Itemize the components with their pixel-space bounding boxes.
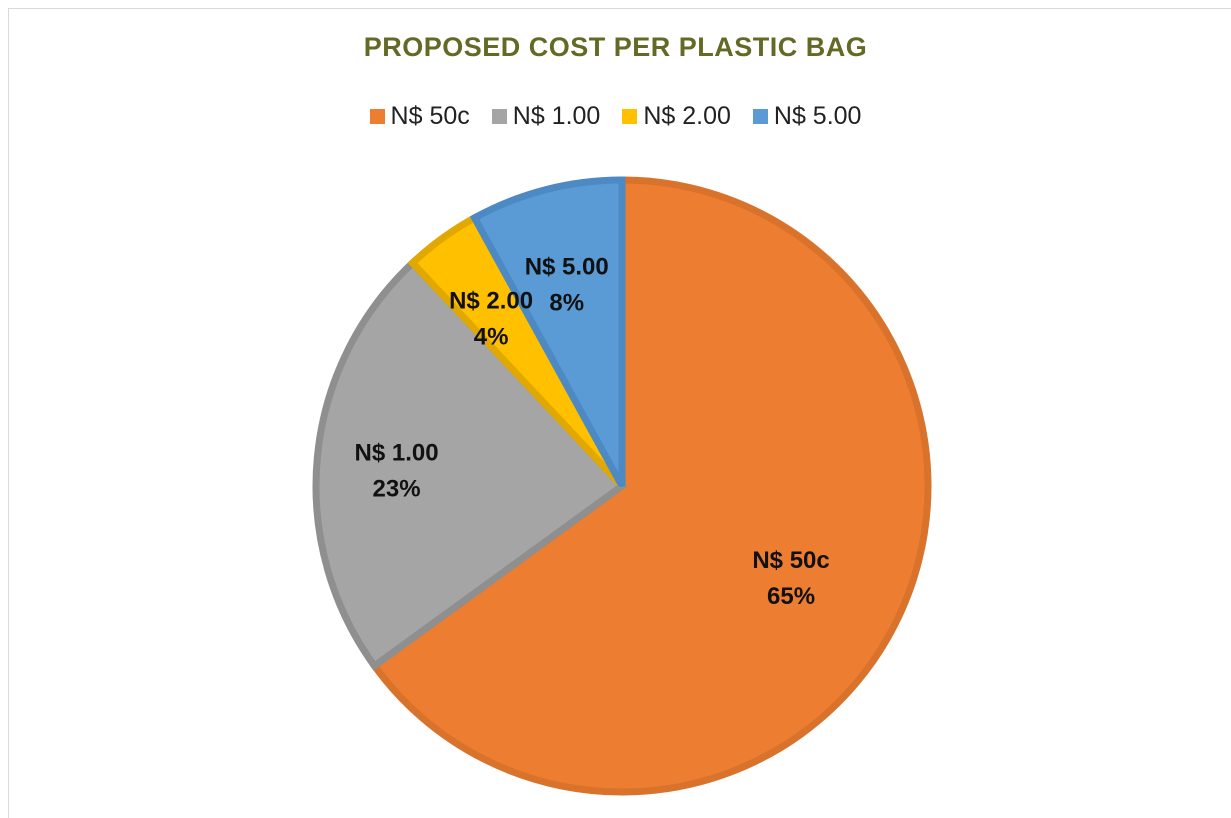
slice-label-category-2-00: N$ 2.00: [449, 288, 533, 315]
pie-slice-50c[interactable]: [369, 176, 932, 796]
slice-label-value-2-00: 4%: [474, 324, 509, 351]
pie-slice-1-00[interactable]: [312, 257, 628, 671]
slice-label-value-1-00: 23%: [373, 476, 421, 503]
slice-label-category-1-00: N$ 1.00: [355, 440, 439, 467]
pie-slice-5-00[interactable]: [469, 176, 626, 488]
legend-swatch-2-00: [622, 109, 638, 124]
chart-title: PROPOSED COST PER PLASTIC BAG: [363, 32, 868, 62]
legend-label-1-00: N$ 1.00: [512, 102, 601, 130]
legend-label-50c: N$ 50c: [390, 102, 470, 130]
legend-item-5-00[interactable]: N$ 5.00: [752, 102, 862, 131]
legend-label-5-00: N$ 5.00: [773, 102, 862, 130]
legend-swatch-1-00: [491, 109, 507, 124]
legend-label-2-00: N$ 2.00: [643, 102, 731, 130]
slice-label-category-5-00: N$ 5.00: [525, 254, 609, 281]
legend-swatch-50c: [369, 109, 385, 124]
legend-item-2-00[interactable]: N$ 2.00: [622, 102, 731, 131]
slice-label-category-50c: N$ 50c: [752, 547, 829, 574]
legend-item-1-00[interactable]: N$ 1.00: [491, 102, 601, 131]
legend: N$ 50c N$ 1.00 N$ 2.00 N$ 5.00: [0, 102, 1231, 131]
legend-item-50c[interactable]: N$ 50c: [369, 102, 470, 131]
slice-label-value-50c: 65%: [767, 583, 815, 610]
slice-label-value-5-00: 8%: [549, 290, 584, 317]
legend-swatch-5-00: [752, 109, 768, 124]
